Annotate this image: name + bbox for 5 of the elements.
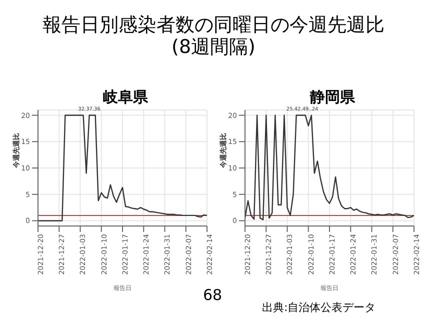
- source-note: 出典:自治体公表データ: [262, 300, 376, 315]
- text: 報告日別感染者数の同曜日の今週先週比 (8週間隔): [42, 14, 386, 58]
- text: 68: [203, 286, 222, 304]
- chart-title: 岐阜県: [102, 88, 149, 106]
- chart-title: 静岡県: [308, 88, 356, 106]
